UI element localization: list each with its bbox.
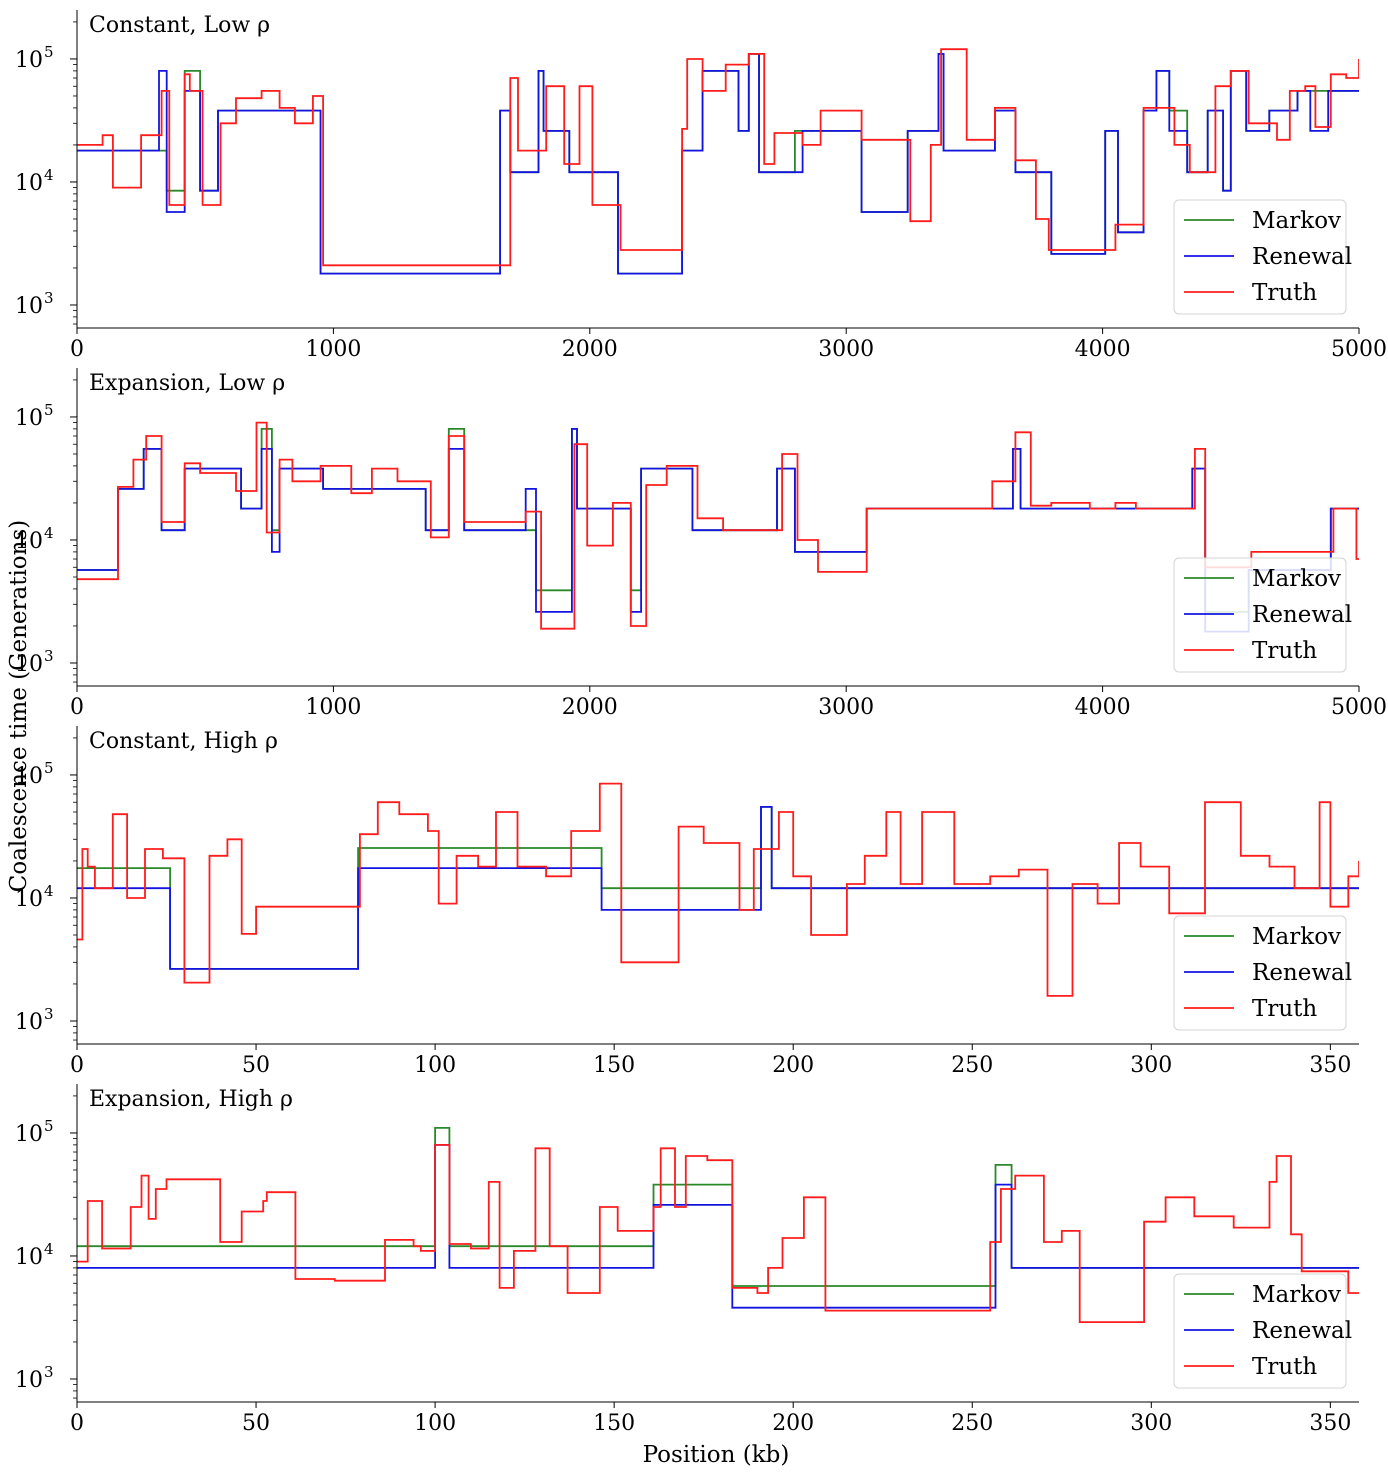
legend-label-markov: Markov [1252,208,1341,234]
x-tick-label: 0 [70,1411,84,1436]
y-tick-label: 10 [15,887,43,912]
y-tick-exponent: 4 [44,1240,54,1258]
x-tick-label: 350 [1309,1411,1351,1436]
legend-label-truth: Truth [1252,280,1317,306]
legend-label-markov: Markov [1252,566,1341,592]
x-tick-label: 0 [70,1053,84,1078]
y-tick-exponent: 5 [44,1117,54,1135]
series-line-truth [77,48,1359,267]
x-axis-label: Position (kb) [643,1442,790,1468]
x-tick-label: 300 [1130,1053,1172,1078]
x-tick-label: 5000 [1331,337,1387,362]
y-axis-label: Coalescence time (Generations) [6,520,32,893]
y-tick-exponent: 5 [44,401,54,419]
legend: Markov Renewal Truth [1173,915,1352,1031]
series-line-markov [77,53,1359,275]
y-tick-exponent: 3 [44,289,54,307]
x-tick-label: 200 [772,1053,814,1078]
y-tick-label: 10 [15,764,43,789]
y-tick-label: 10 [15,529,43,554]
legend-box [1173,1273,1347,1389]
series-line-truth [77,1144,1359,1323]
series-line-renewal [77,1144,1359,1309]
series-group [77,421,1359,633]
x-tick-label: 50 [242,1053,270,1078]
legend-label-renewal: Renewal [1252,244,1352,270]
legend-label-renewal: Renewal [1252,960,1352,986]
legend-box [1173,199,1347,315]
y-tick-exponent: 4 [44,166,54,184]
legend-label-markov: Markov [1252,1282,1341,1308]
series-line-renewal [77,428,1359,633]
y-tick-exponent: 3 [44,1005,54,1023]
series-line-markov [77,1127,1359,1287]
x-tick-label: 250 [951,1053,993,1078]
x-tick-label: 3000 [818,695,874,720]
y-tick-label: 10 [15,294,43,319]
x-tick-label: 300 [1130,1411,1172,1436]
x-tick-label: 2000 [562,695,618,720]
y-tick-label: 10 [15,1122,43,1147]
legend-label-truth: Truth [1252,1354,1317,1380]
panel-title: Expansion, High ρ [89,1087,293,1112]
y-tick-label: 10 [15,652,43,677]
x-tick-label: 4000 [1075,337,1131,362]
y-tick-exponent: 5 [44,43,54,61]
x-tick-label: 5000 [1331,695,1387,720]
y-tick-exponent: 5 [44,759,54,777]
x-tick-label: 350 [1309,1053,1351,1078]
legend-box [1173,557,1347,673]
y-tick-label: 10 [15,406,43,431]
x-tick-label: 200 [772,1411,814,1436]
series-group [77,1127,1359,1323]
y-tick-label: 10 [15,171,43,196]
x-tick-label: 1000 [305,695,361,720]
legend: Markov Renewal Truth [1173,199,1352,315]
legend-label-truth: Truth [1252,996,1317,1022]
x-tick-label: 0 [70,337,84,362]
x-tick-label: 100 [414,1053,456,1078]
x-tick-label: 250 [951,1411,993,1436]
legend: Markov Renewal Truth [1173,557,1352,673]
series-line-renewal [77,53,1359,275]
y-tick-exponent: 4 [44,882,54,900]
panel-title: Constant, High ρ [89,729,278,754]
series-line-truth [77,421,1359,630]
legend-label-renewal: Renewal [1252,1318,1352,1344]
y-tick-label: 10 [15,48,43,73]
y-tick-exponent: 4 [44,524,54,542]
series-group [77,782,1359,997]
series-group [77,48,1359,275]
y-tick-exponent: 3 [44,1363,54,1381]
x-tick-label: 0 [70,695,84,720]
series-line-renewal [77,806,1359,970]
x-tick-label: 2000 [562,337,618,362]
x-tick-label: 50 [242,1411,270,1436]
x-tick-label: 1000 [305,337,361,362]
y-tick-label: 10 [15,1245,43,1270]
series-line-truth [77,782,1359,997]
legend-box [1173,915,1347,1031]
y-tick-label: 10 [15,1010,43,1035]
x-tick-label: 150 [593,1053,635,1078]
panel-title: Constant, Low ρ [89,13,270,38]
x-tick-label: 3000 [818,337,874,362]
legend-label-renewal: Renewal [1252,602,1352,628]
legend-label-truth: Truth [1252,638,1317,664]
x-tick-label: 4000 [1075,695,1131,720]
y-tick-label: 10 [15,1368,43,1393]
legend-label-markov: Markov [1252,924,1341,950]
x-tick-label: 150 [593,1411,635,1436]
x-tick-label: 100 [414,1411,456,1436]
y-tick-exponent: 3 [44,647,54,665]
panel-title: Expansion, Low ρ [89,371,285,396]
series-line-markov [77,428,1359,613]
legend: Markov Renewal Truth [1173,1273,1352,1389]
